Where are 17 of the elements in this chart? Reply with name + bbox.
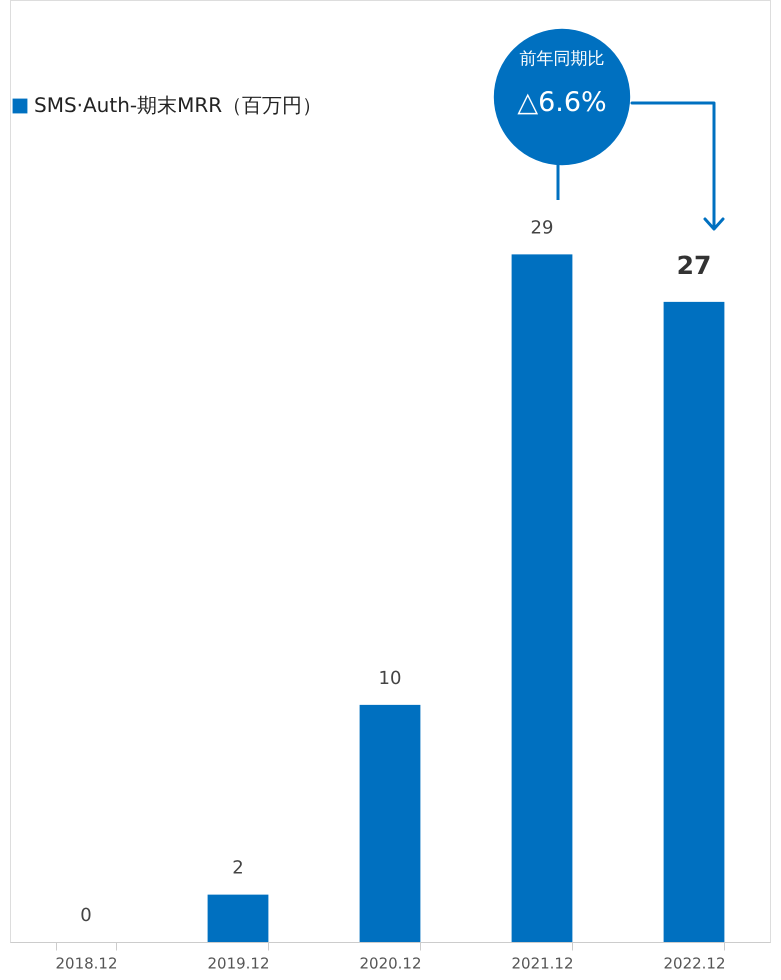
bar xyxy=(208,894,268,942)
x-tick-label: 2020.12 xyxy=(359,954,422,972)
x-tick-label: 2019.12 xyxy=(207,954,270,972)
bar xyxy=(360,704,420,942)
x-tick-label: 2018.12 xyxy=(55,954,118,972)
data-label: 2 xyxy=(232,858,244,879)
bar xyxy=(512,254,572,942)
x-tick-label: 2022.12 xyxy=(663,954,726,972)
data-label: 29 xyxy=(530,217,554,238)
bar xyxy=(664,302,724,942)
text: 前年同期比 xyxy=(520,49,604,69)
x-tick-label: 2021.12 xyxy=(511,954,574,972)
data-label: 27 xyxy=(676,250,712,280)
data-label: 0 xyxy=(80,905,92,926)
text: △6.6% xyxy=(517,87,607,118)
legend-label: SMS·Auth-期末MRR（百万円） xyxy=(34,93,322,117)
data-label: 10 xyxy=(378,668,402,689)
